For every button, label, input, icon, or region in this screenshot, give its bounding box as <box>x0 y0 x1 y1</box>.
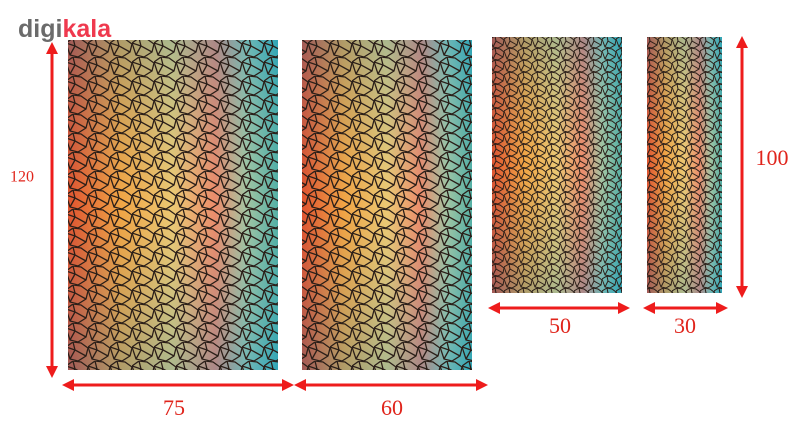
dimension-label: 50 <box>549 313 571 338</box>
logo: digikala <box>18 15 112 43</box>
panel <box>647 37 722 293</box>
panel <box>68 40 278 370</box>
dimension-label: 100 <box>756 145 789 170</box>
logo-part: digi <box>18 15 62 43</box>
panel <box>302 40 472 370</box>
dimension-label: 120 <box>10 169 34 186</box>
dimension-label: 60 <box>381 395 403 420</box>
dimension-label: 75 <box>163 395 185 420</box>
dimension-label: 30 <box>674 313 696 338</box>
logo-part: kala <box>62 15 112 43</box>
panel <box>492 37 622 293</box>
